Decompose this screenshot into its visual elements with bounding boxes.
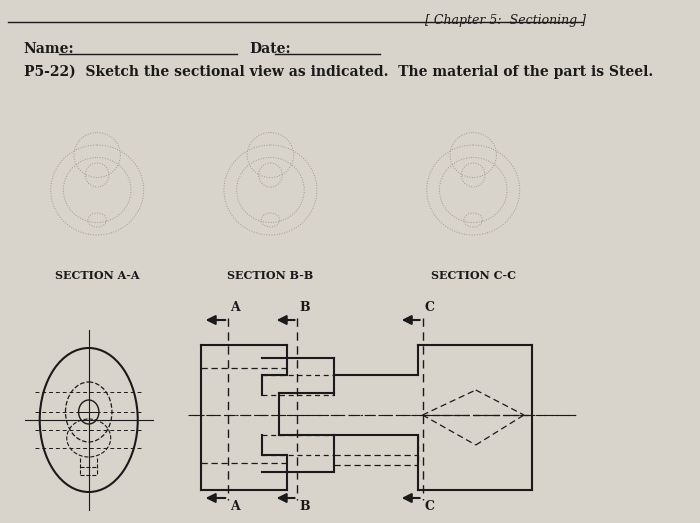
Text: SECTION B-B: SECTION B-B xyxy=(228,270,314,281)
Text: B: B xyxy=(299,500,310,513)
Text: C: C xyxy=(424,301,434,314)
Text: Date:: Date: xyxy=(249,42,291,56)
Text: SECTION C-C: SECTION C-C xyxy=(430,270,516,281)
Text: A: A xyxy=(230,301,239,314)
Text: [ Chapter 5:  Sectioning ]: [ Chapter 5: Sectioning ] xyxy=(425,14,586,27)
Text: A: A xyxy=(230,500,239,513)
Text: C: C xyxy=(424,500,434,513)
Text: SECTION A-A: SECTION A-A xyxy=(55,270,139,281)
Text: B: B xyxy=(299,301,310,314)
Text: Name:: Name: xyxy=(24,42,74,56)
Text: P5-22)  Sketch the sectional view as indicated.  The material of the part is Ste: P5-22) Sketch the sectional view as indi… xyxy=(24,65,653,79)
